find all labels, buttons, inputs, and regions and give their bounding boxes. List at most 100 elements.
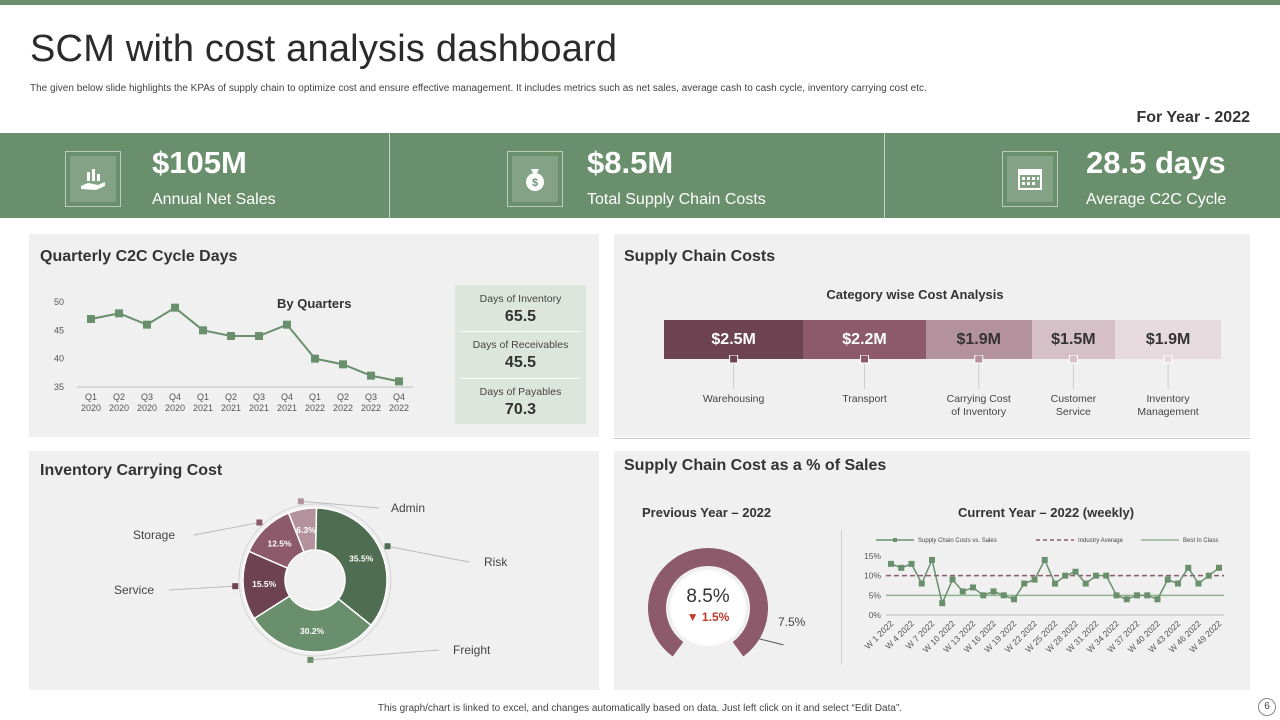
days-label: Days of Payables: [479, 386, 562, 398]
weekly-data-point: [959, 588, 966, 595]
weekly-data-point: [908, 560, 915, 567]
days-value: 70.3: [504, 401, 537, 418]
category-label-line: Warehousing: [702, 393, 765, 405]
y-tick-label: 45: [54, 325, 64, 335]
category-label-line: Carrying Cost: [946, 393, 1011, 405]
days-value: 45.5: [504, 354, 537, 371]
kpi-value: 28.5 days: [1086, 145, 1226, 180]
category-label-line: Transport: [842, 393, 887, 405]
data-point: [367, 371, 375, 380]
data-point: [339, 360, 347, 369]
weekly-data-point: [888, 560, 894, 567]
data-point: [311, 354, 319, 363]
weekly-data-point: [1021, 580, 1028, 587]
cost-segment: $2.2M: [803, 320, 926, 359]
previous-year-title: Previous Year – 2022: [642, 505, 772, 520]
x-tick-label: Q2: [113, 392, 125, 402]
hand-money-icon: [65, 151, 121, 207]
x-tick-label: 2022: [333, 403, 353, 413]
days-of-payables: Days of Payables 70.3: [455, 386, 586, 419]
days-label: Days of Inventory: [479, 293, 562, 305]
kpi-average-c2c-cycle: 28.5 days Average C2C Cycle: [885, 133, 1280, 218]
leader-marker: [232, 583, 239, 590]
cost-category-label: Transport: [815, 393, 915, 406]
weekly-data-point: [1113, 592, 1120, 599]
data-point: [227, 332, 235, 340]
weekly-data-point: [1093, 572, 1099, 579]
kpi-label: Total Supply Chain Costs: [587, 191, 766, 208]
page-number: 6: [1258, 698, 1276, 716]
cost-category-label: Customer Service: [1023, 393, 1123, 419]
leader-marker: [256, 519, 263, 526]
gauge-arc: [648, 548, 768, 657]
page-title: SCM with cost analysis dashboard: [30, 28, 618, 70]
weekly-line-chart: 0% 5% 10% 15% Supply Chain Costs vs. Sales In…: [863, 538, 1224, 654]
pct-sales-panel: [614, 451, 1250, 690]
kpi-value: $8.5M: [587, 145, 674, 180]
x-tick-label: Q4: [281, 392, 293, 402]
x-tick-label: Q2: [337, 392, 349, 402]
x-tick-label: Q1: [309, 392, 321, 402]
y-tick-label: 10%: [864, 571, 881, 581]
x-tick-label: 2021: [193, 403, 213, 413]
x-tick-label: 2020: [81, 403, 101, 413]
weekly-data-point: [898, 564, 905, 571]
x-tick-label: Q3: [141, 392, 153, 402]
gauge-side-label: 7.5%: [778, 615, 806, 629]
leader-marker: [297, 498, 304, 505]
weekly-data-point: [1052, 580, 1058, 587]
slice-name-label: Admin: [391, 501, 425, 515]
data-point: [171, 303, 179, 312]
inventory-donut-chart: 35.5% Risk 30.2% Freight 15.5% Service 12.5% St…: [114, 498, 508, 663]
weekly-data-point: [1154, 596, 1161, 603]
weekly-data-point: [1216, 564, 1222, 571]
gauge-center: [670, 570, 746, 646]
cost-category-label: Warehousing: [684, 393, 784, 406]
segment-marker: [974, 355, 984, 364]
data-point: [143, 320, 151, 329]
kpi-label: Average C2C Cycle: [1086, 191, 1227, 208]
slice-percent-label: 6.3%: [296, 525, 316, 535]
weekly-data-point: [980, 592, 987, 599]
days-label: Days of Receivables: [472, 339, 569, 351]
weekly-data-point: [1205, 572, 1212, 579]
footer-note: This graph/chart is linked to excel, and…: [377, 703, 903, 714]
data-point: [395, 377, 403, 386]
gauge-divider: [841, 530, 842, 665]
weekly-data-point: [1134, 592, 1140, 599]
category-label-line: Service: [1055, 406, 1091, 418]
x-tick-label: Q3: [365, 392, 377, 402]
slice-name-label: Storage: [133, 528, 175, 542]
weekly-data-point: [1031, 576, 1038, 583]
weekly-data-point: [1175, 580, 1181, 587]
data-point: [283, 320, 291, 329]
days-divider: [461, 331, 580, 332]
y-tick-label: 15%: [864, 551, 881, 561]
x-tick-label: 2021: [221, 403, 241, 413]
donut-slice: [287, 507, 318, 554]
kpi-annual-net-sales: $105M Annual Net Sales: [0, 133, 389, 218]
kpi-value: $105M: [152, 145, 247, 180]
weekly-data-point: [1185, 564, 1192, 571]
previous-year-gauge: [648, 548, 784, 657]
weekly-data-point: [918, 580, 925, 587]
cost-segment: $1.5M: [1031, 320, 1116, 359]
category-label-line: of Inventory: [951, 406, 1007, 418]
panel-divider: [614, 438, 1250, 439]
data-point: [87, 315, 95, 323]
quarterly-chart-title: By Quarters: [277, 296, 352, 311]
category-label-line: Customer: [1050, 393, 1097, 405]
data-point: [255, 332, 263, 340]
segment-marker: [1163, 355, 1173, 364]
segment-marker: [1068, 355, 1078, 364]
x-tick-label: Q2: [225, 392, 237, 402]
legend-label: Best In Class: [1183, 538, 1218, 544]
legend-label: Industry Average: [1078, 538, 1124, 544]
gauge-leader-line: [759, 638, 784, 646]
category-label-line: Inventory: [1146, 393, 1190, 405]
data-point: [199, 326, 207, 335]
slice-percent-label: 12.5%: [267, 538, 292, 548]
x-tick-label: Q3: [253, 392, 265, 402]
x-tick-label: Q1: [85, 392, 97, 402]
leader-line: [168, 585, 236, 591]
